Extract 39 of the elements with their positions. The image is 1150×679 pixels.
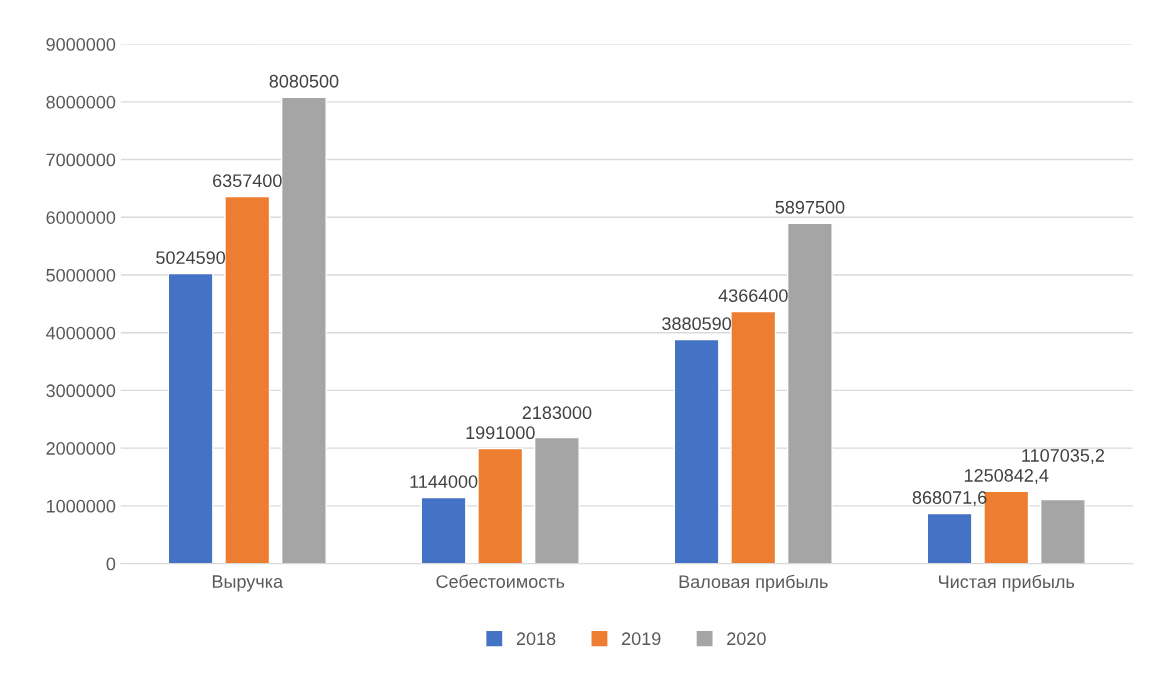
data-label: 2183000 (522, 406, 592, 420)
y-tick-label: 8000000 (46, 95, 116, 109)
y-tick-label: 7000000 (46, 153, 116, 167)
data-label: 3880590 (662, 317, 732, 331)
bar (280, 96, 327, 564)
data-label: 6357400 (213, 174, 282, 188)
bar (477, 447, 524, 564)
bar (533, 436, 580, 564)
y-tick-label: 6000000 (46, 211, 116, 224)
x-tick-label: Себестоимость (436, 574, 565, 588)
legend-label: 2018 (516, 632, 556, 646)
data-label: 1144000 (410, 475, 478, 488)
y-tick-label: 4000000 (46, 326, 116, 340)
data-label: 8080500 (269, 74, 339, 88)
y-tick-label: 5000000 (46, 268, 116, 282)
data-label: 5897500 (775, 200, 845, 214)
bar (224, 195, 271, 564)
bar (673, 338, 720, 564)
y-tick-label: 9000000 (46, 38, 116, 51)
bar (730, 310, 777, 564)
bar (926, 512, 973, 564)
data-label: 1107035,2 (1022, 449, 1105, 464)
data-label: 5024590 (156, 251, 226, 265)
x-tick-label: Чистая прибыль (939, 574, 1075, 592)
y-tick-label: 1000000 (46, 499, 116, 513)
y-tick-label: 0 (106, 557, 116, 571)
legend-label: 2019 (622, 632, 661, 646)
y-tick-label: 2000000 (46, 442, 116, 455)
bar (420, 496, 467, 564)
x-tick-label: Выручка (212, 575, 284, 592)
bar (786, 222, 833, 564)
x-tick-label: Валовая прибыль (679, 574, 828, 592)
data-label: 1250842,4 (964, 469, 1049, 484)
bar (1039, 498, 1086, 564)
data-label: 4366400 (718, 289, 788, 302)
bar (167, 272, 214, 564)
legend-label: 2020 (727, 632, 766, 646)
y-tick-label: 3000000 (46, 384, 116, 398)
data-label: 1991000 (466, 426, 535, 440)
